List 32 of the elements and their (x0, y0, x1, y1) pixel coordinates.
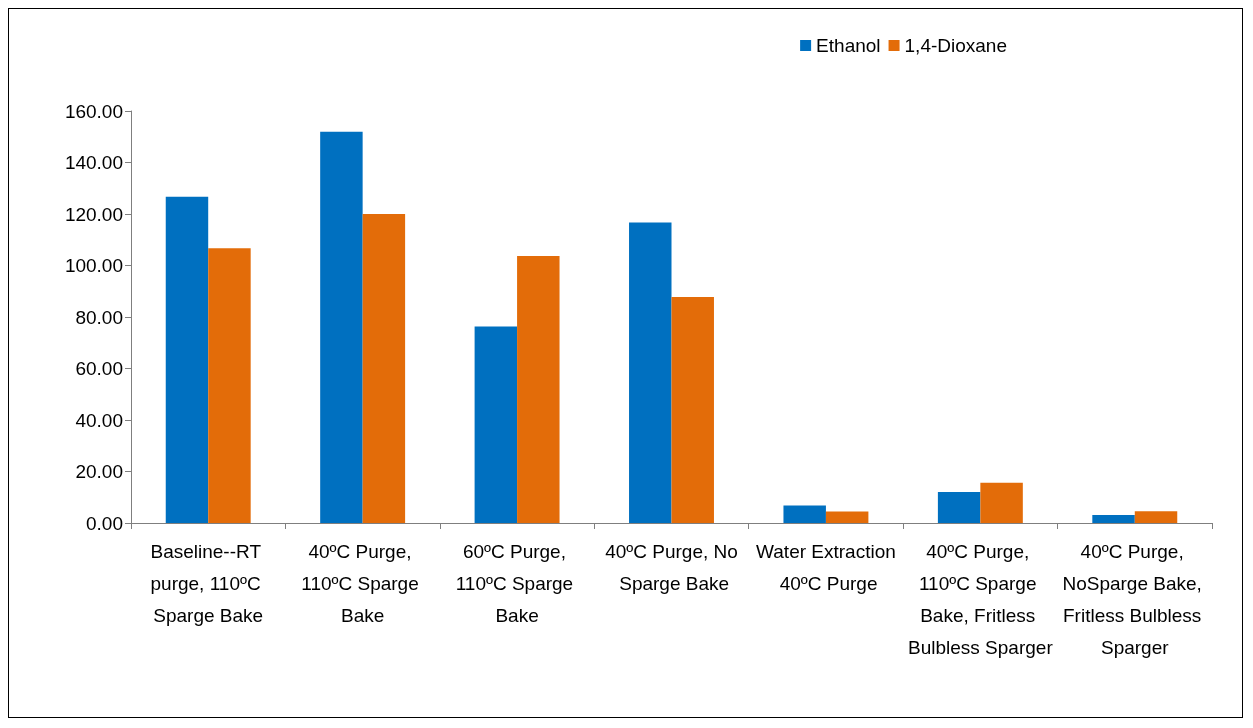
y-tick-label: 40.00 (75, 409, 123, 431)
x-tick-label: 40ºC Purge, No Sparge Bake (605, 540, 738, 594)
bar (671, 296, 714, 523)
bar (783, 505, 826, 523)
x-tick-label: 60ºC Purge, 110ºC Sparge Bake (455, 540, 579, 626)
bar (629, 222, 672, 523)
y-tick-label: 20.00 (75, 461, 123, 482)
x-tick-label: 40ºC Purge, NoSparge Bake, Fritless Bulbless Sparger (1062, 540, 1208, 658)
x-tick-label: 40ºC Purge, 110ºC Sparge Bake, Fritless Bulbless Sparger (908, 540, 1054, 658)
x-tick-label: 40ºC Purge, 110ºC Sparge Bake (301, 540, 425, 626)
x-tick-label: Baseline--RT purge, 110ºC Sparge Bake (150, 540, 266, 626)
y-tick-label: 80.00 (75, 306, 123, 328)
bar (937, 492, 981, 523)
bar (1092, 515, 1135, 523)
bar (1134, 511, 1178, 523)
bar (208, 248, 251, 523)
legend-label: Ethanol (816, 35, 881, 56)
bar (825, 511, 869, 523)
y-tick-label: 120.00 (64, 203, 123, 225)
bar (980, 482, 1023, 523)
bar (517, 255, 560, 523)
y-tick-label: 100.00 (64, 255, 123, 276)
bar (362, 214, 406, 523)
y-tick-label: 140.00 (64, 152, 123, 173)
y-tick-label: 160.00 (64, 100, 123, 122)
y-tick-label: 60.00 (75, 358, 123, 379)
legend-label: 1,4-Dioxane (904, 35, 1007, 56)
x-tick-label: Water Extraction 40ºC Purge (756, 540, 896, 594)
bar (165, 196, 209, 523)
y-tick-label: 0.00 (86, 512, 123, 534)
bar (320, 131, 363, 523)
bar (474, 326, 518, 523)
